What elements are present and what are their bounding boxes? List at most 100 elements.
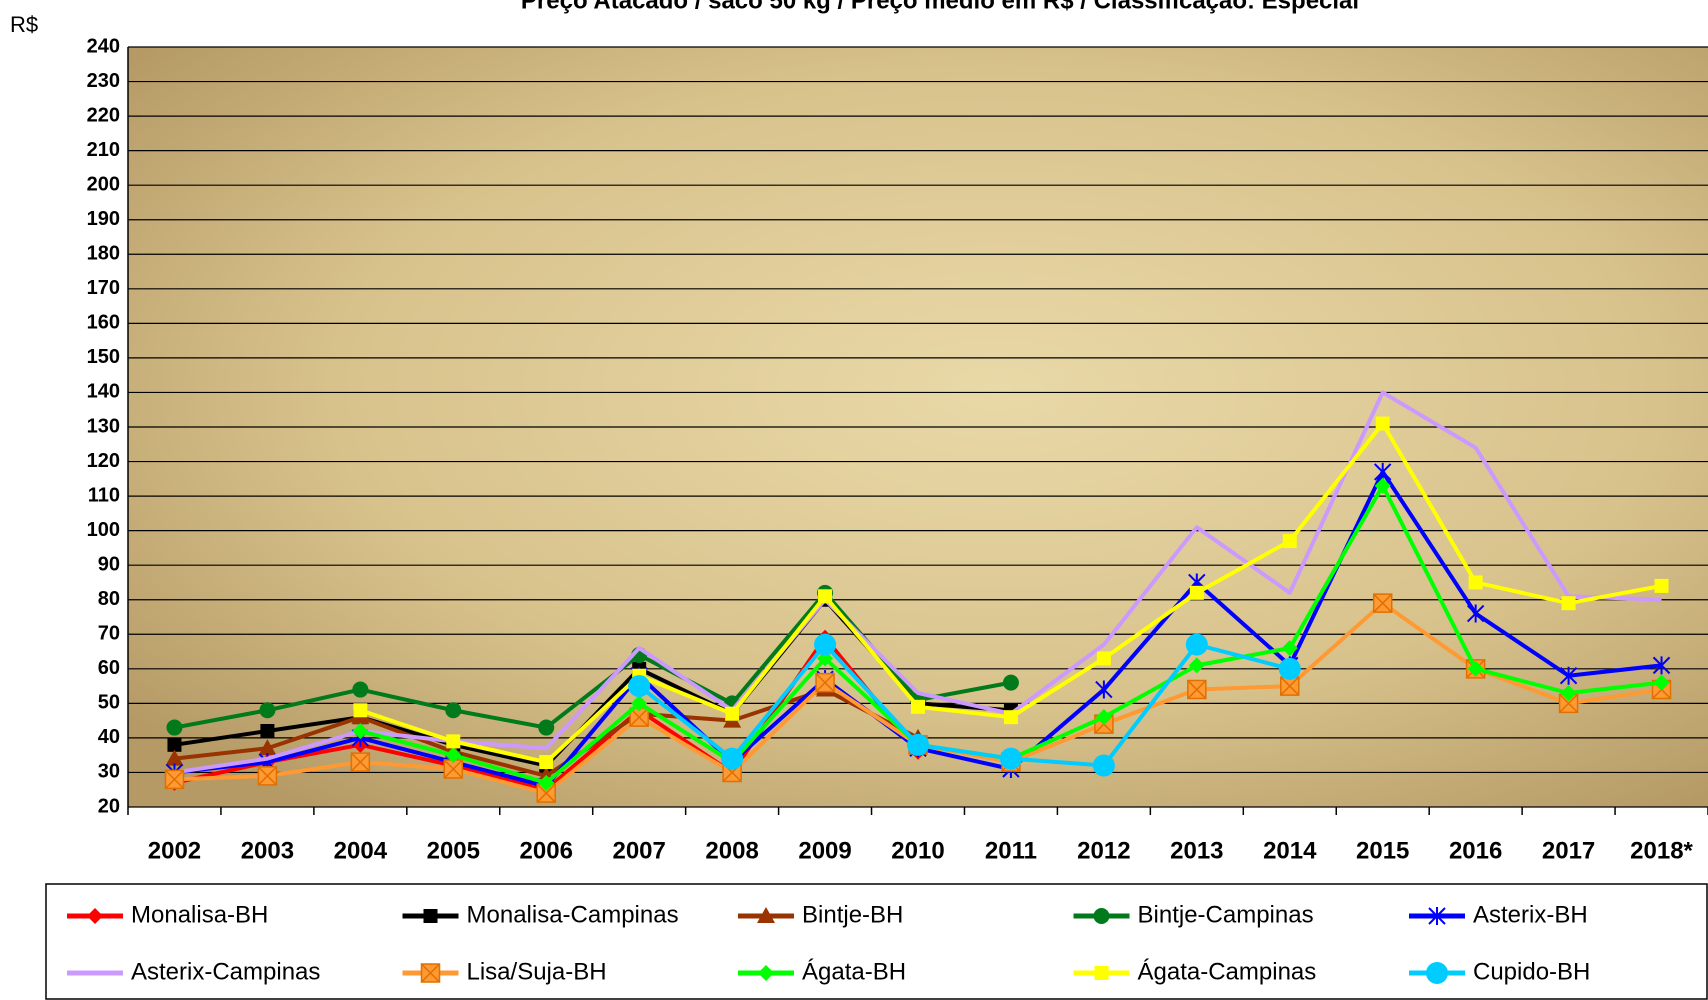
marker [1096,651,1111,666]
legend-label: Lisa/Suja-BH [467,958,607,985]
marker [758,965,774,981]
y-tick-label: 120 [87,450,120,472]
marker [260,724,275,738]
marker [259,702,276,719]
marker [1281,640,1298,657]
legend-label: Cupido-BH [1473,958,1590,985]
y-tick-label: 210 [87,139,120,161]
marker [1561,596,1576,611]
marker [1428,907,1446,925]
marker [1559,666,1578,685]
marker [1095,709,1112,726]
marker [1467,660,1484,677]
y-axis-label: R$ [10,12,38,37]
marker [1558,693,1579,714]
x-tick-label: 2018* [1630,837,1693,864]
x-tick-label: 2004 [334,837,388,864]
marker [1185,633,1208,656]
x-tick-label: 2014 [1263,837,1317,864]
marker [999,747,1022,770]
line [174,390,1662,775]
marker [445,702,462,719]
line [637,642,1291,768]
legend-label: Ágata-BH [802,958,906,985]
marker [815,672,835,693]
marker [1095,680,1113,699]
marker [1372,593,1393,613]
x-tick-label: 2010 [891,837,944,864]
x-tick-label: 2015 [1356,837,1409,864]
marker [1002,674,1019,691]
x-tick-label: 2013 [1170,837,1223,864]
legend-label: Monalisa-BH [131,901,268,928]
marker [1374,477,1391,494]
marker [1560,685,1577,701]
y-tick-label: 100 [87,519,120,541]
marker [446,734,461,749]
y-tick-label: 140 [87,381,120,403]
marker [907,733,929,756]
marker [423,909,438,923]
y-tick-label: 190 [87,208,120,230]
series [353,416,1669,770]
marker [420,963,441,983]
marker [1653,674,1670,691]
marker [1093,908,1110,924]
x-tick-label: 2006 [520,837,573,864]
series [628,633,1301,777]
marker [1426,962,1448,984]
y-tick-label: 220 [87,104,120,126]
marker [1468,575,1483,590]
marker [629,707,649,727]
x-tick-label: 2012 [1077,837,1130,864]
y-tick-label: 230 [87,70,120,92]
y-tick-label: 70 [98,623,120,645]
marker [353,703,368,718]
y-tick-label: 170 [87,277,120,299]
y-tick-label: 160 [87,312,120,334]
marker [814,633,837,656]
marker [258,739,277,756]
x-tick-label: 2017 [1542,837,1595,864]
marker [818,589,833,604]
y-tick-label: 200 [87,173,120,195]
marker [167,737,182,752]
marker [721,747,744,770]
marker [1094,966,1109,980]
marker [443,759,464,779]
x-tick-label: 2007 [612,837,665,864]
x-tick-label: 2011 [985,837,1037,864]
marker [539,755,554,770]
marker [1003,710,1018,725]
x-tick-label: 2009 [798,837,851,864]
y-tick-label: 60 [98,657,120,679]
marker [1652,656,1671,675]
marker [757,907,775,923]
y-tick-label: 240 [87,35,120,57]
x-tick-label: 2016 [1449,837,1502,864]
legend-label: Ágata-Campinas [1138,958,1317,985]
x-tick-label: 2008 [705,837,758,864]
y-tick-label: 40 [98,726,120,748]
y-tick-label: 30 [98,761,120,783]
marker [1188,657,1205,674]
y-tick-label: 20 [98,795,120,817]
y-tick-label: 90 [98,553,120,575]
y-tick-label: 110 [88,484,120,506]
marker [257,766,278,786]
legend-label: Bintje-Campinas [1138,901,1314,928]
x-tick-label: 2003 [241,837,294,864]
y-tick-label: 130 [87,415,120,437]
marker [911,699,925,714]
marker [1278,657,1301,680]
chart-title: Preço Atacado / saco 50 kg / Preço médio… [521,0,1359,14]
x-tick-label: 2002 [148,837,201,864]
marker [1282,534,1297,548]
marker [1280,676,1300,696]
marker [1375,416,1390,431]
legend-label: Asterix-Campinas [131,958,320,985]
marker [165,749,184,766]
marker [538,719,555,736]
y-tick-label: 80 [98,588,120,610]
